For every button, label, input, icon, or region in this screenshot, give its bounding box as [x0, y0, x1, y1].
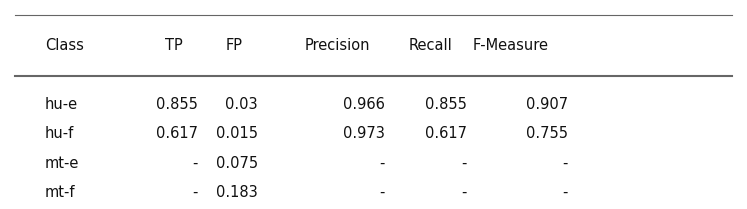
Text: 0.755: 0.755	[526, 126, 568, 141]
Text: hu-e: hu-e	[45, 97, 78, 112]
Text: -: -	[379, 185, 385, 200]
Text: 0.617: 0.617	[156, 126, 198, 141]
Text: mt-e: mt-e	[45, 155, 79, 171]
Text: TP: TP	[165, 38, 183, 54]
Text: 0.617: 0.617	[425, 126, 467, 141]
Text: -: -	[462, 185, 467, 200]
Text: -: -	[562, 155, 568, 171]
Text: -: -	[462, 155, 467, 171]
Text: FP: FP	[226, 38, 243, 54]
Text: 0.907: 0.907	[526, 97, 568, 112]
Text: -: -	[193, 155, 198, 171]
Text: 0.855: 0.855	[156, 97, 198, 112]
Text: 0.973: 0.973	[343, 126, 385, 141]
Text: Recall: Recall	[408, 38, 452, 54]
Text: Class: Class	[45, 38, 84, 54]
Text: -: -	[562, 185, 568, 200]
Text: -: -	[379, 155, 385, 171]
Text: 0.855: 0.855	[425, 97, 467, 112]
Text: 0.183: 0.183	[216, 185, 258, 200]
Text: 0.015: 0.015	[216, 126, 258, 141]
Text: F-Measure: F-Measure	[473, 38, 549, 54]
Text: mt-f: mt-f	[45, 185, 75, 200]
Text: hu-f: hu-f	[45, 126, 74, 141]
Text: 0.075: 0.075	[216, 155, 258, 171]
Text: Precision: Precision	[304, 38, 370, 54]
Text: -: -	[193, 185, 198, 200]
Text: 0.03: 0.03	[225, 97, 258, 112]
Text: 0.966: 0.966	[343, 97, 385, 112]
